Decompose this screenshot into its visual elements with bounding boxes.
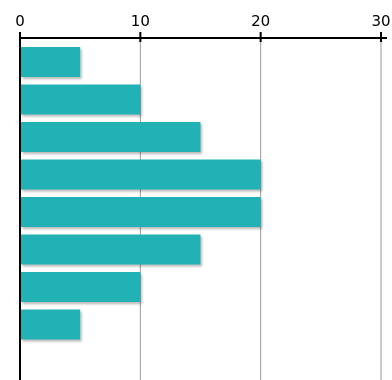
bar-5 [21,197,261,227]
bar-2 [21,84,141,115]
bar-4 [21,159,261,190]
x-tick-label-20: 20 [251,12,270,30]
bar-3 [21,122,201,152]
x-axis: 0 10 20 30 [15,12,391,42]
x-tick-label-30: 30 [371,12,390,30]
bar-6 [21,234,201,265]
x-tick-label-0: 0 [15,12,25,30]
bars [21,47,261,340]
bar-7 [21,272,141,302]
x-tick-label-10: 10 [131,12,150,30]
bar-1 [21,47,81,77]
bar-8 [21,309,81,340]
